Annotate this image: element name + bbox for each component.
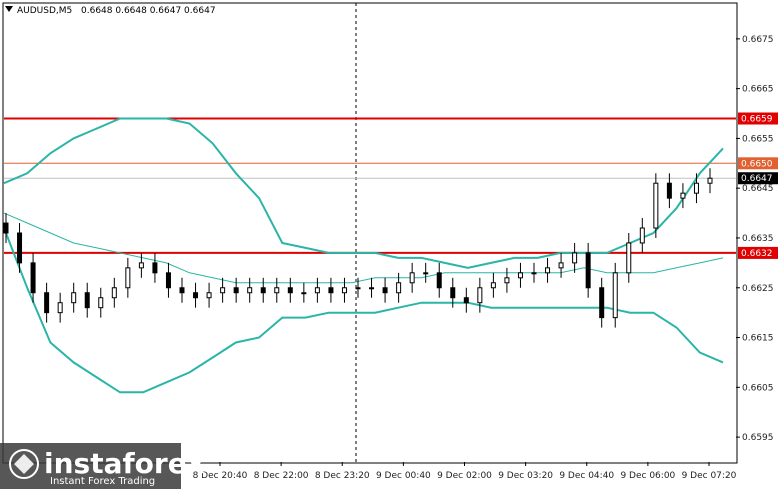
candle-body xyxy=(666,182,672,199)
y-tick-label: 0.6595 xyxy=(742,433,774,443)
y-tick-label: 0.6665 xyxy=(742,85,774,95)
candle-body xyxy=(220,287,226,294)
level-tag xyxy=(738,246,778,259)
candle-body xyxy=(409,272,415,284)
level-tag-label: 0.6647 xyxy=(741,174,773,184)
level-tag xyxy=(738,172,778,185)
level-tag-label: 0.6650 xyxy=(741,159,773,169)
y-tick-label: 0.6655 xyxy=(742,134,774,144)
candle-body xyxy=(477,287,483,304)
candle-body xyxy=(17,232,23,264)
x-tick-label: 9 Dec 02:00 xyxy=(437,471,492,481)
y-tick-label: 0.6605 xyxy=(742,383,774,393)
x-tick-label: 8 Dec 23:20 xyxy=(315,471,370,481)
candle-body xyxy=(341,287,347,294)
candle-body xyxy=(3,222,9,234)
x-tick-label: 9 Dec 06:00 xyxy=(620,471,675,481)
candle-body xyxy=(98,297,104,309)
candle-body xyxy=(287,287,293,294)
candle-body xyxy=(599,287,605,319)
candle-body xyxy=(639,227,645,244)
watermark-brand: instaforex xyxy=(44,447,205,480)
level-tag xyxy=(738,112,778,125)
candle-body xyxy=(138,262,144,269)
candle-body xyxy=(165,272,171,289)
candles xyxy=(3,168,713,328)
candle-body xyxy=(111,287,117,299)
candle-body xyxy=(382,287,388,294)
candle-body xyxy=(179,287,185,294)
y-tick-label: 0.6625 xyxy=(742,284,774,294)
candle-body xyxy=(680,192,686,199)
candle-body xyxy=(193,292,199,299)
candle-body xyxy=(30,262,36,294)
price-axis: 0.6675 0.6665 0.6655 0.6645 0.6635 0.6625 0.66… xyxy=(736,35,774,443)
candle-body xyxy=(531,272,537,275)
candle-body xyxy=(423,272,429,275)
candle-body xyxy=(355,287,361,290)
header-symbol: AUDUSD,M5 xyxy=(17,6,72,16)
candle-body xyxy=(260,287,266,294)
y-tick-label: 0.6645 xyxy=(742,184,774,194)
candle-body xyxy=(436,272,442,289)
candle-body xyxy=(152,262,158,274)
level-tag-label: 0.6632 xyxy=(741,249,773,259)
candle-body xyxy=(84,292,90,309)
candle-body xyxy=(125,267,131,289)
candle-body xyxy=(490,282,496,289)
plot-frame xyxy=(2,2,738,464)
bb-upper-line xyxy=(3,117,724,269)
x-tick-label: 9 Dec 07:20 xyxy=(682,471,737,481)
brand-icon xyxy=(9,449,39,479)
candle-body xyxy=(57,302,63,314)
candle-body xyxy=(301,292,307,295)
x-tick-label: 9 Dec 04:40 xyxy=(559,471,614,481)
bb-middle-line xyxy=(3,212,724,284)
candle-body xyxy=(450,287,456,299)
candle-body xyxy=(612,272,618,319)
candle-body xyxy=(233,287,239,294)
candle-body xyxy=(558,262,564,269)
candle-body xyxy=(463,297,469,304)
candle-body xyxy=(247,287,253,294)
candle-body xyxy=(396,282,402,294)
candle-body xyxy=(572,252,578,264)
y-tick-label: 0.6615 xyxy=(742,334,774,344)
candle-body xyxy=(585,252,591,289)
candle-body xyxy=(369,287,375,290)
time-axis: 8 Dec 20:40 8 Dec 22:00 8 Dec 23:20 9 Dec 0… xyxy=(193,462,737,481)
candle-body xyxy=(314,287,320,294)
candle-body xyxy=(626,242,632,274)
candle-body xyxy=(328,287,334,294)
triangle-down-icon[interactable] xyxy=(5,6,13,12)
candle-body xyxy=(206,292,212,299)
candle-body xyxy=(504,277,510,284)
watermark-tagline: Instant Forex Trading xyxy=(50,476,155,487)
candle-body xyxy=(545,267,551,274)
candle-body xyxy=(71,292,77,304)
x-tick-label: 9 Dec 03:20 xyxy=(498,471,553,481)
y-tick-label: 0.6675 xyxy=(742,35,774,45)
brand-mark-icon xyxy=(14,454,34,474)
x-tick-label: 8 Dec 22:00 xyxy=(254,471,309,481)
y-tick-label: 0.6635 xyxy=(742,234,774,244)
candle-body xyxy=(517,272,523,279)
candle-body xyxy=(693,182,699,194)
level-tag-label: 0.6659 xyxy=(741,115,773,125)
candle-body xyxy=(44,292,50,314)
x-tick-label: 8 Dec 20:40 xyxy=(193,471,248,481)
candle-body xyxy=(653,182,659,229)
candle-body xyxy=(274,287,280,294)
candle-body xyxy=(707,177,713,184)
watermark-logo: instaforex Instant Forex Trading xyxy=(0,443,205,489)
header-ohlc: 0.6648 0.6648 0.6647 0.6647 xyxy=(81,6,216,16)
x-tick-label: 9 Dec 00:40 xyxy=(376,471,431,481)
level-tag xyxy=(738,157,778,170)
